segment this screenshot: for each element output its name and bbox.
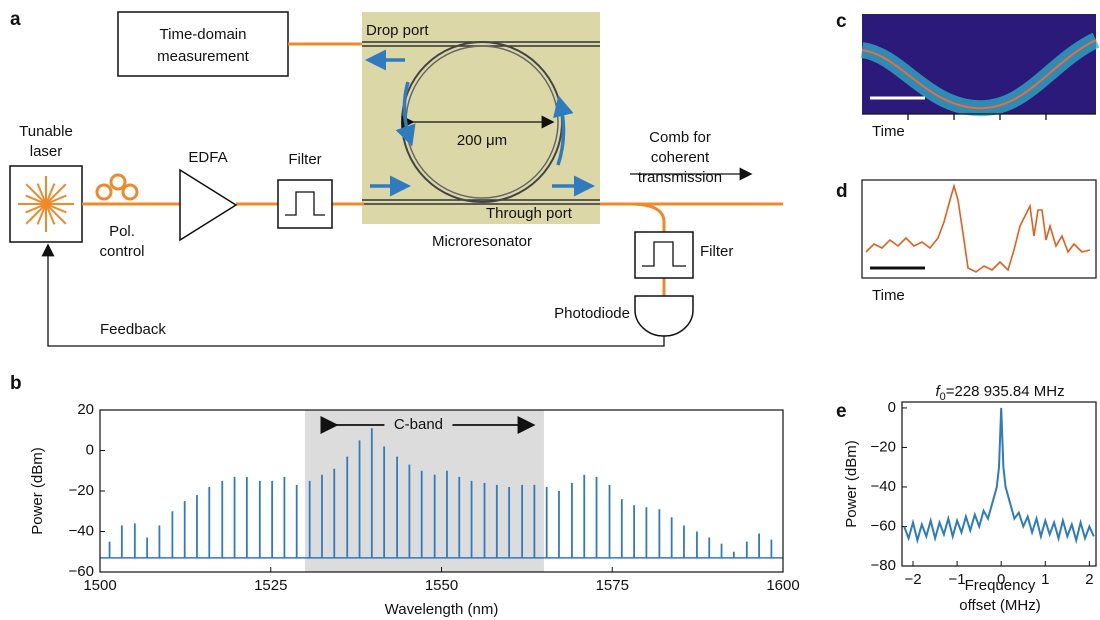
amplifier — [179, 168, 238, 242]
plot-frame — [99, 409, 784, 573]
panel-label: b — [10, 373, 22, 394]
component-label: Filter — [288, 151, 321, 168]
plot-frame — [901, 401, 1097, 567]
y-tick-label: 20 — [77, 401, 94, 418]
y-tick-label: −20 — [69, 482, 94, 499]
trace — [861, 39, 1097, 110]
x-tick-label: −1 — [949, 571, 966, 588]
filter-icon — [285, 191, 325, 216]
x-tick-label: 1525 — [254, 577, 287, 594]
laser-ray — [45, 183, 56, 205]
component-label: Tunable — [19, 123, 73, 140]
band-label: C-band — [394, 416, 443, 433]
x-tick-label: 1500 — [83, 577, 116, 594]
component-label: Filter — [700, 243, 733, 260]
output-label: coherent — [651, 149, 710, 166]
laser-ray — [25, 194, 47, 205]
panel-label: d — [836, 181, 848, 202]
filter-box — [277, 179, 333, 229]
panel-label: c — [836, 11, 847, 32]
filter-icon — [642, 241, 686, 267]
size-label: 200 μm — [457, 132, 507, 149]
laser-ray — [45, 203, 67, 225]
y-tick-label: −80 — [871, 557, 896, 574]
x-tick-label: 1575 — [596, 577, 629, 594]
laser-ray — [45, 203, 67, 214]
laser-ray — [25, 183, 47, 205]
chart-title: f0=228 935.84 MHz — [935, 383, 1064, 403]
output-label: Comb for — [649, 129, 711, 146]
x-tick-label: 1600 — [766, 577, 799, 594]
panel-label: a — [10, 9, 21, 30]
x-axis-label: offset (MHz) — [959, 597, 1040, 614]
fiber — [629, 202, 666, 298]
port-label: Drop port — [366, 22, 429, 39]
x-tick-label: 0 — [997, 571, 1005, 588]
y-tick-label: −40 — [871, 478, 896, 495]
laser-ray — [25, 203, 47, 214]
filter-box — [634, 231, 694, 279]
device-label: Microresonator — [432, 233, 532, 250]
y-tick-label: −60 — [69, 563, 94, 580]
component-label: laser — [30, 143, 63, 160]
feedback-label: Feedback — [100, 321, 166, 338]
trace — [865, 183, 1091, 273]
x-axis-label: Frequency — [965, 577, 1036, 594]
output-label: transmission — [638, 169, 722, 186]
laser-ray — [45, 203, 56, 225]
title-subscript: 0 — [940, 391, 946, 403]
box-label: measurement — [157, 48, 250, 65]
laser-icon — [18, 176, 74, 232]
x-tick-label: −2 — [904, 571, 921, 588]
y-tick-label: 0 — [86, 441, 94, 458]
component-label: control — [99, 243, 144, 260]
component-label: Photodiode — [554, 305, 630, 322]
band-shade — [304, 410, 544, 572]
x-tick-label: 1 — [1041, 571, 1049, 588]
box-label: Time-domain — [160, 26, 247, 43]
inset-d: Time — [861, 179, 1097, 304]
y-tick-label: −60 — [871, 517, 896, 534]
feedback-line — [41, 243, 665, 347]
laser-ray — [36, 183, 47, 205]
axis-label: Time — [872, 123, 905, 140]
polarization-loops — [95, 173, 139, 201]
x-axis-label: Wavelength (nm) — [385, 601, 499, 618]
port-label: Through port — [486, 205, 573, 222]
photodiode — [634, 295, 694, 337]
plot-frame — [861, 179, 1097, 279]
title-text: =228 935.84 MHz — [946, 383, 1065, 400]
spectrum-line — [903, 407, 1095, 545]
flow-arrow — [553, 95, 574, 166]
y-tick-label: −20 — [871, 438, 896, 455]
y-tick-label: −40 — [69, 522, 94, 539]
component-label: Pol. — [109, 223, 135, 240]
inset-c: Time — [860, 14, 1100, 140]
y-axis-label: Power (dBm) — [843, 440, 860, 528]
title-symbol: f — [935, 383, 941, 400]
laser-ray — [45, 194, 67, 205]
y-tick-label: 0 — [888, 399, 896, 416]
x-tick-label: 1550 — [425, 577, 458, 594]
laser-ray — [45, 183, 67, 205]
panel-label: e — [836, 401, 847, 422]
laser-ray — [25, 203, 47, 225]
axis — [862, 113, 1096, 120]
x-tick-label: 2 — [1085, 571, 1093, 588]
component-label: EDFA — [188, 149, 227, 166]
y-axis-label: Power (dBm) — [29, 447, 46, 535]
flow-arrow — [395, 81, 416, 147]
measurement-box — [117, 11, 289, 77]
laser-ray — [36, 203, 47, 225]
axis-label: Time — [872, 287, 905, 304]
band-label-bg — [384, 415, 453, 435]
setup-diagram: Time-domain measurement 200 μm Drop port… — [9, 11, 783, 347]
